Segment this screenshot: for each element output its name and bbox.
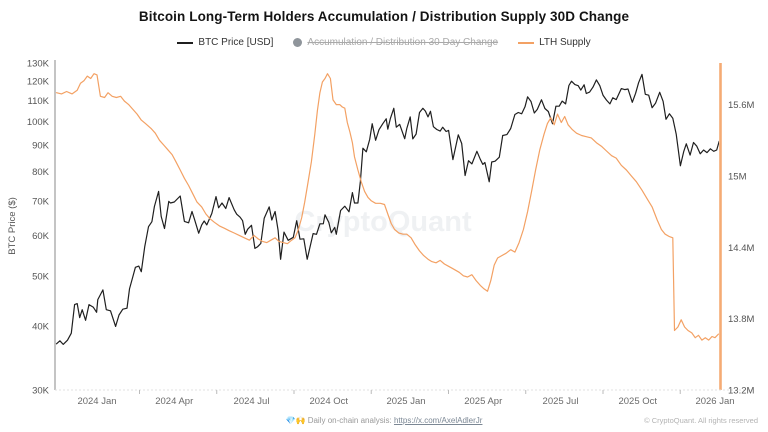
footer-note-text: Daily on-chain analysis: — [307, 416, 392, 425]
series-line-btc-price-usd- — [55, 73, 719, 345]
footer-note: 💎🙌 Daily on-chain analysis: https://x.co… — [0, 416, 768, 425]
legend-item-lth-supply[interactable]: LTH Supply — [518, 37, 591, 48]
x-axis-tick-label: 2024 Apr — [155, 396, 193, 407]
line-marker-icon — [518, 41, 535, 44]
x-axis-tick-label: 2025 Jul — [543, 396, 579, 407]
series-line-lth-supply — [55, 73, 719, 341]
legend-item-accumulation-distribution[interactable]: Accumulation / Distribution 30 Day Chang… — [293, 37, 498, 48]
right-axis-tick-label: 15M — [728, 171, 747, 182]
legend-label: LTH Supply — [539, 37, 591, 48]
right-axis-tick-label: 13.8M — [728, 314, 754, 325]
right-axis-tick-label: 15.6M — [728, 100, 754, 111]
right-axis-tick-label: 13.2M — [728, 386, 754, 397]
copyright-text: © CryptoQuant. All rights reserved — [644, 416, 758, 425]
left-axis-tick-label: 80K — [32, 167, 50, 178]
x-axis-tick-label: 2025 Apr — [464, 396, 502, 407]
x-axis-tick-label: 2025 Oct — [618, 396, 657, 407]
legend-item-btc-price[interactable]: BTC Price [USD] — [177, 37, 273, 48]
legend-label: Accumulation / Distribution 30 Day Chang… — [307, 37, 499, 48]
x-axis-tick-label: 2024 Jan — [77, 396, 116, 407]
left-axis-tick-label: 40K — [32, 321, 50, 332]
left-axis-tick-label: 110K — [28, 96, 50, 107]
line-marker-icon — [177, 41, 194, 44]
chart-title: Bitcoin Long-Term Holders Accumulation /… — [138, 9, 630, 24]
x-axis-tick-label: 2025 Jan — [386, 396, 425, 407]
x-axis-tick-label: 2024 Oct — [309, 396, 348, 407]
left-axis-tick-label: 90K — [32, 141, 50, 152]
x-axis-tick-label: 2026 Jan — [695, 396, 734, 407]
gem-raised-hands-emoji-icon: 💎🙌 — [285, 416, 306, 425]
author-link[interactable]: https://x.com/AxelAdlerJr — [393, 416, 483, 425]
x-axis-tick-label: 2024 Jul — [234, 396, 270, 407]
left-axis-title: BTC Price ($) — [7, 197, 18, 255]
left-axis-tick-label: 120K — [27, 76, 50, 87]
left-axis-tick-label: 70K — [32, 197, 50, 208]
legend-label: BTC Price [USD] — [198, 37, 274, 48]
left-axis-tick-label: 130K — [27, 59, 50, 70]
right-axis-tick-label: 14.4M — [728, 243, 754, 254]
left-axis-tick-label: 50K — [32, 272, 50, 283]
left-axis-tick-label: 60K — [32, 231, 50, 242]
left-axis-tick-label: 100K — [27, 117, 50, 128]
legend: BTC Price [USD] Accumulation / Distribut… — [0, 37, 768, 48]
circle-marker-icon — [293, 38, 303, 47]
left-axis-tick-label: 30K — [32, 386, 50, 397]
watermark: CryptoQuant — [294, 206, 472, 238]
